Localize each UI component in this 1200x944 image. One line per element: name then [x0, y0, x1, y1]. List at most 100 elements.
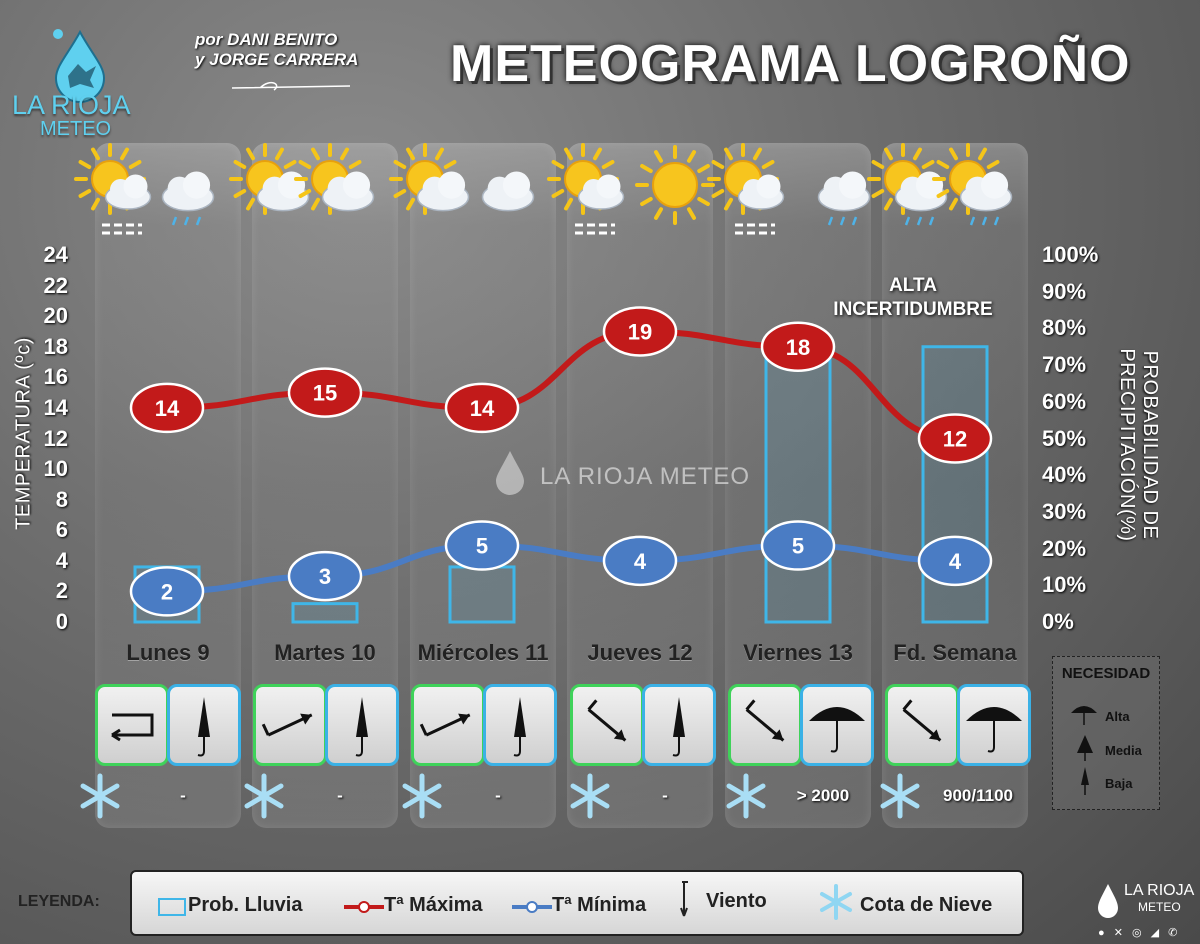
max-temp-value-label: 15 — [313, 381, 337, 406]
left-tick-label: 8 — [55, 486, 68, 512]
left-tick-label: 14 — [43, 394, 68, 420]
legend: Prob. Lluvia Tª Máxima Tª Mínima Viento … — [130, 870, 1024, 936]
rain-cloud-icon — [817, 171, 871, 226]
max-temp-point — [760, 321, 836, 372]
umbrella-box — [642, 684, 716, 766]
day-label-3: Miércoles 11 — [417, 640, 549, 665]
authors: por DANI BENITO y JORGE CARRERA — [195, 30, 358, 70]
left-tick-label: 20 — [43, 303, 68, 329]
legend-wind: Viento — [706, 890, 767, 912]
right-tick-label: 60% — [1042, 388, 1087, 414]
partly-cloudy-rain-icon — [867, 143, 948, 226]
authors-line2: y JORGE CARRERA — [195, 50, 359, 69]
brand-name: LA RIOJA — [12, 90, 131, 120]
annotation-line1: ALTA — [889, 275, 937, 296]
rain-probability-bar — [764, 345, 832, 624]
legend-label: LEYENDA: — [18, 893, 100, 910]
max-temp-point — [129, 382, 205, 434]
snow-level-5: > 2000 — [718, 772, 868, 820]
snowflake-icon — [820, 884, 852, 920]
page-title: METEOGRAMA LOGROÑO — [450, 35, 1131, 93]
wind-arrow-icon — [680, 881, 688, 917]
annotation-line2: INCERTIDUMBRE — [833, 299, 993, 320]
right-tick-label: 10% — [1042, 572, 1087, 598]
legend-snow: Cota de Nieve — [860, 894, 993, 916]
snowflake-icon — [570, 773, 610, 819]
min-temp-point — [760, 520, 836, 571]
brand-sub: METEO — [40, 118, 112, 140]
min-temp-value-label: 5 — [476, 534, 488, 559]
sunny-fog-icon — [707, 143, 785, 235]
umbrella-open-icon — [809, 707, 865, 753]
min-temp-point — [129, 566, 205, 617]
day-label-1: Lunes 9 — [126, 640, 210, 665]
max-temp-point — [287, 367, 363, 418]
wind-box — [570, 684, 644, 766]
snow-level-value: - — [662, 786, 668, 805]
min-temp-value-label: 4 — [949, 549, 962, 574]
umbrella-half-icon — [1077, 735, 1093, 761]
left-tick-label: 22 — [43, 272, 68, 298]
snowflake-icon — [244, 773, 284, 819]
necesidad-alta: Alta — [1105, 709, 1130, 724]
max-temp-value-label: 14 — [470, 396, 495, 421]
max-temp-point — [444, 382, 520, 434]
snowflake-icon — [726, 773, 766, 819]
sunny-cloud-icon — [294, 143, 375, 215]
legend-rain-swatch — [158, 898, 186, 916]
right-tick-label: 100% — [1042, 242, 1099, 267]
max-temp-value-label: 19 — [628, 319, 652, 344]
wind-arrow-icon — [745, 699, 785, 742]
left-tick-label: 2 — [55, 578, 68, 604]
snow-level-value: > 2000 — [796, 786, 850, 805]
snow-level-4: - — [560, 772, 710, 820]
day-label-5: Viernes 13 — [743, 640, 853, 665]
partly-cloudy-icon — [229, 143, 310, 215]
snow-level-value: - — [495, 786, 501, 805]
legend-max: Tª Máxima — [384, 894, 483, 916]
legend-max-swatch — [344, 901, 384, 913]
water-drop-icon — [53, 29, 106, 103]
necesidad-media: Media — [1105, 743, 1142, 758]
min-temp-value-label: 3 — [319, 564, 331, 589]
authors-line1: por DANI BENITO — [195, 30, 338, 49]
necesidad-baja: Baja — [1105, 776, 1133, 791]
umbrella-open-icon — [1071, 706, 1097, 725]
wind-arrow-icon — [111, 713, 154, 742]
umbrella-box — [325, 684, 399, 766]
weather-icons-row — [74, 143, 1013, 235]
wind-arrow-icon — [419, 713, 471, 737]
legend-min-swatch — [512, 901, 552, 913]
day-label-4: Jueves 12 — [587, 640, 693, 665]
partly-cloudy-icon — [389, 143, 470, 215]
left-tick-label: 16 — [43, 364, 68, 390]
sunny-fog-icon — [547, 143, 625, 235]
necesidad-title: NECESIDAD — [1061, 665, 1151, 682]
snow-level-6: 900/1100 — [873, 772, 1023, 820]
social-icons: ● ✕ ◎ ◢ ✆ — [1098, 927, 1181, 939]
right-tick-label: 20% — [1042, 535, 1087, 561]
left-tick-label: 4 — [55, 547, 68, 573]
min-temp-value-label: 2 — [161, 579, 173, 604]
watermark: LA RIOJA METEO — [540, 463, 751, 490]
max-temp-point — [917, 413, 993, 464]
min-temp-point — [917, 535, 993, 587]
umbrella-closed-icon — [672, 697, 685, 757]
cloudy-drizzle-icon — [161, 171, 215, 226]
umbrella-open-icon — [966, 707, 1022, 753]
snowflake-icon — [402, 773, 442, 819]
partly-sunny-fog-icon — [74, 143, 152, 235]
umbrella-box — [167, 684, 241, 766]
right-tick-label: 30% — [1042, 498, 1087, 524]
right-tick-label: 50% — [1042, 425, 1087, 451]
umbrella-box — [800, 684, 874, 766]
snowflake-icon — [80, 773, 120, 819]
min-temp-point — [444, 520, 520, 571]
partly-cloudy-rain-icon — [932, 143, 1013, 226]
footer-drop-icon — [1098, 884, 1118, 918]
snow-level-value: - — [180, 786, 186, 805]
min-temp-value-label: 4 — [634, 549, 647, 574]
min-temp-point — [602, 535, 678, 587]
snow-level-3: - — [393, 772, 543, 820]
